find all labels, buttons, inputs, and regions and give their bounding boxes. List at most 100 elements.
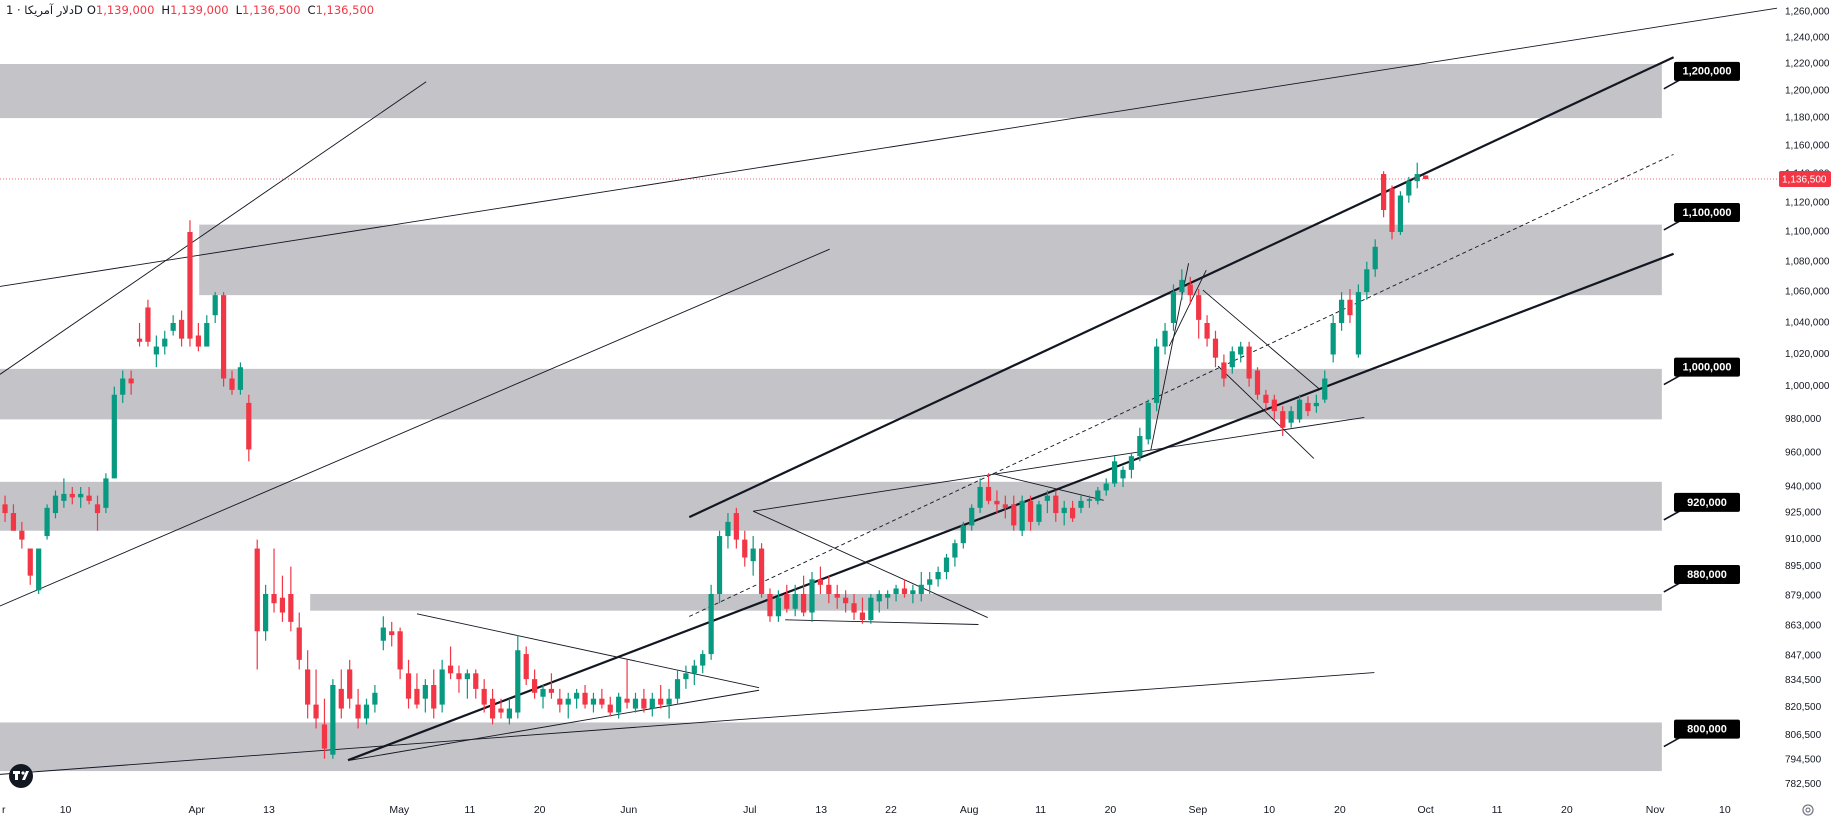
candle-body [868, 597, 874, 621]
y-tick-label: 960,000 [1785, 447, 1822, 458]
y-tick-label: 806,500 [1785, 730, 1822, 741]
candle-body [1355, 292, 1361, 355]
candle-body [1019, 500, 1025, 531]
candle-body [725, 521, 731, 537]
candle-body [489, 698, 496, 719]
candle-body [1027, 500, 1034, 522]
candle-body [952, 543, 958, 558]
y-tick-label: 782,500 [1785, 779, 1822, 790]
zone-label: 1,000,000 [1683, 362, 1732, 374]
x-tick-label: 22 [885, 804, 897, 816]
candle-body [1364, 269, 1370, 293]
x-tick-label: 13 [263, 804, 275, 816]
zone-pointer [1663, 510, 1681, 521]
candle-body [1380, 174, 1387, 211]
x-tick-label: 20 [1561, 804, 1573, 816]
x-tick-label: 20 [534, 804, 546, 816]
candle-body [389, 631, 395, 636]
candle-body [1212, 338, 1219, 358]
zone-pointer [1663, 736, 1681, 748]
candle-body [1069, 507, 1076, 519]
candle-body [616, 696, 622, 713]
candle-body [473, 673, 479, 689]
candle-body [363, 704, 370, 719]
zone-label: 1,100,000 [1683, 207, 1732, 219]
x-tick-label: Oct [1417, 804, 1433, 816]
candle-body [826, 584, 832, 594]
candle-body [27, 548, 33, 576]
zone [0, 722, 1662, 772]
candle-body [36, 548, 42, 591]
candle-body [288, 593, 294, 622]
candle-body [927, 579, 933, 585]
x-tick-label: May [389, 804, 410, 816]
y-tick-label: 1,120,000 [1785, 197, 1830, 208]
y-tick-label: 1,100,000 [1785, 227, 1830, 238]
y-tick-label: 834,500 [1785, 675, 1822, 686]
candle-body [1372, 246, 1378, 270]
trend-line [0, 7, 1778, 287]
x-tick-label: 13 [815, 804, 827, 816]
candle-body [548, 688, 555, 693]
candle-body [800, 593, 807, 613]
candle-body [599, 698, 605, 705]
candle-body [372, 692, 378, 705]
candle-body [271, 593, 277, 604]
candle-body [1271, 399, 1277, 412]
candle-body [10, 513, 17, 531]
candle-body [1305, 402, 1311, 412]
candle-body [1414, 174, 1420, 182]
candle-body [136, 338, 143, 342]
candle-body [178, 319, 185, 339]
candle-body [674, 679, 681, 699]
x-tick-label: Aug [960, 804, 979, 816]
x-tick-label: Jun [620, 804, 637, 816]
candle-body [1406, 181, 1412, 196]
trend-line [752, 510, 988, 618]
ohlc-key: O [86, 3, 96, 17]
ohlc-key: C [307, 3, 316, 17]
zone-label: 920,000 [1687, 497, 1727, 509]
trend-line [0, 672, 1375, 775]
candle-body [1044, 495, 1050, 501]
candle-body [447, 665, 454, 674]
candle-body [338, 688, 344, 709]
candle-body [1423, 175, 1429, 180]
candle-body [1036, 504, 1042, 522]
zone-label-box [1674, 61, 1740, 81]
candle-body [1154, 346, 1160, 403]
zone-label-box [1674, 564, 1740, 584]
candle-body [355, 704, 361, 719]
y-tick-label: 1,240,000 [1785, 32, 1830, 43]
candle-body [641, 698, 647, 709]
settings-icon[interactable] [1802, 804, 1814, 816]
candle-body [1137, 436, 1143, 457]
zone-label: 1,200,000 [1683, 66, 1732, 78]
y-tick-label: 1,020,000 [1785, 349, 1830, 360]
candle-body [649, 698, 655, 709]
y-tick-label: 863,000 [1785, 620, 1822, 631]
zone-label-box [1674, 357, 1740, 377]
trend-line [1202, 289, 1321, 390]
candle-body [279, 597, 286, 613]
candle-body [565, 698, 571, 705]
candle-body [632, 698, 639, 709]
candle-body [893, 588, 899, 594]
zone-pointer [1663, 79, 1681, 90]
trend-line [785, 619, 979, 625]
candle-body [1338, 299, 1345, 323]
trend-line [753, 416, 1365, 512]
x-tick-label: Jul [743, 804, 756, 816]
candle-body [153, 346, 159, 355]
candle-body [750, 548, 756, 562]
candle-body [1263, 394, 1269, 403]
candle-body [515, 650, 521, 713]
last-price-label: 1,136,500 [1782, 175, 1827, 186]
candle-body [103, 478, 109, 508]
candle-body [1280, 411, 1286, 428]
ohlc-value: 1,136,500 [315, 3, 375, 17]
candle-body [1095, 490, 1101, 501]
candle-body [977, 486, 983, 508]
candle-body [1112, 461, 1118, 484]
